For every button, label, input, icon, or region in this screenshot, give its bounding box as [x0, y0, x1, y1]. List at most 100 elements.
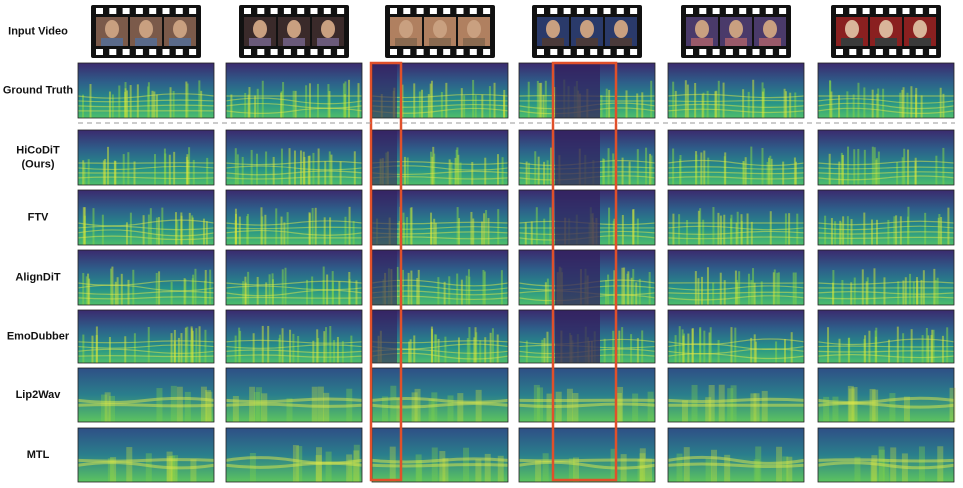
- energy: [331, 282, 334, 305]
- energy: [730, 385, 737, 422]
- energy: [329, 217, 332, 245]
- energy: [261, 80, 264, 118]
- shoulders: [395, 38, 417, 46]
- harmonic: [667, 99, 805, 103]
- energy: [902, 280, 905, 305]
- energy: [863, 212, 866, 245]
- energy: [530, 221, 533, 245]
- face: [763, 20, 777, 38]
- shoulders: [576, 38, 598, 46]
- energy: [501, 157, 504, 185]
- film-hole: [590, 49, 598, 55]
- shoulders: [542, 38, 564, 46]
- face: [614, 20, 628, 38]
- spectrogram-border: [667, 189, 805, 246]
- spectrogram-bg: [78, 130, 214, 185]
- energy: [910, 329, 913, 363]
- energy: [294, 90, 297, 118]
- energy: [339, 161, 342, 185]
- energy: [473, 337, 476, 363]
- energy: [311, 208, 314, 245]
- energy: [754, 341, 757, 363]
- energy: [628, 161, 631, 185]
- harmonic: [667, 353, 805, 360]
- energy: [272, 156, 275, 185]
- spectrogram: [817, 309, 955, 364]
- energy: [127, 279, 130, 305]
- harmonic: [817, 236, 955, 239]
- harmonic: [817, 345, 955, 348]
- energy: [632, 209, 635, 245]
- energy: [870, 219, 873, 245]
- harmonic: [667, 291, 805, 295]
- energy: [870, 460, 877, 482]
- energy: [946, 327, 949, 363]
- film-hole: [590, 8, 598, 14]
- spectrogram: [225, 189, 363, 246]
- energy: [914, 161, 917, 185]
- film-hole: [310, 8, 318, 14]
- energy: [694, 271, 697, 305]
- energy: [899, 92, 902, 118]
- spectrogram: [371, 129, 509, 186]
- energy: [912, 281, 915, 305]
- film-hole: [699, 49, 707, 55]
- harmonic: [817, 171, 955, 175]
- energy: [311, 386, 318, 422]
- spectrogram-border: [77, 189, 215, 246]
- energy: [883, 277, 886, 305]
- spectrogram: [667, 427, 805, 483]
- spectrogram-bg: [78, 428, 214, 482]
- energy: [542, 94, 545, 118]
- energy: [190, 340, 193, 363]
- harmonic: [817, 296, 955, 300]
- harmonic: [225, 226, 363, 230]
- harmonic: [667, 171, 805, 175]
- spectrogram-border: [225, 367, 363, 423]
- film-hole: [456, 49, 464, 55]
- spectrogram-border: [77, 62, 215, 119]
- energy: [203, 280, 206, 305]
- energy: [256, 276, 259, 305]
- harmonic: [817, 401, 955, 409]
- energy: [459, 162, 462, 185]
- energy: [527, 81, 530, 118]
- energy: [850, 218, 853, 245]
- energy: [706, 267, 709, 305]
- harmonic: [225, 220, 363, 226]
- spectrogram: [667, 189, 805, 246]
- energy: [164, 153, 167, 185]
- spectrogram-border: [77, 129, 215, 186]
- energy: [717, 212, 720, 245]
- energy: [796, 213, 799, 245]
- energy: [938, 213, 941, 245]
- energy: [87, 159, 90, 185]
- energy: [170, 385, 177, 422]
- energy: [882, 88, 885, 118]
- energy: [777, 272, 780, 305]
- energy: [149, 208, 152, 245]
- energy: [650, 155, 653, 185]
- energy: [408, 341, 411, 363]
- energy: [475, 389, 482, 422]
- energy: [647, 391, 654, 422]
- harmonic: [667, 108, 805, 114]
- energy: [316, 329, 319, 363]
- energy: [344, 81, 347, 118]
- harmonic: [77, 461, 215, 470]
- energy: [635, 282, 638, 305]
- energy: [935, 155, 938, 185]
- film-hole: [537, 8, 544, 14]
- face: [580, 20, 594, 38]
- film-hole: [739, 49, 747, 55]
- harmonic: [225, 160, 363, 166]
- energy: [852, 94, 855, 118]
- harmonic: [817, 291, 955, 295]
- film-hole: [630, 8, 638, 14]
- spectrogram: [518, 189, 656, 246]
- energy: [271, 273, 274, 305]
- energy: [280, 216, 283, 245]
- energy: [91, 335, 94, 363]
- energy: [292, 333, 295, 363]
- energy: [348, 206, 351, 245]
